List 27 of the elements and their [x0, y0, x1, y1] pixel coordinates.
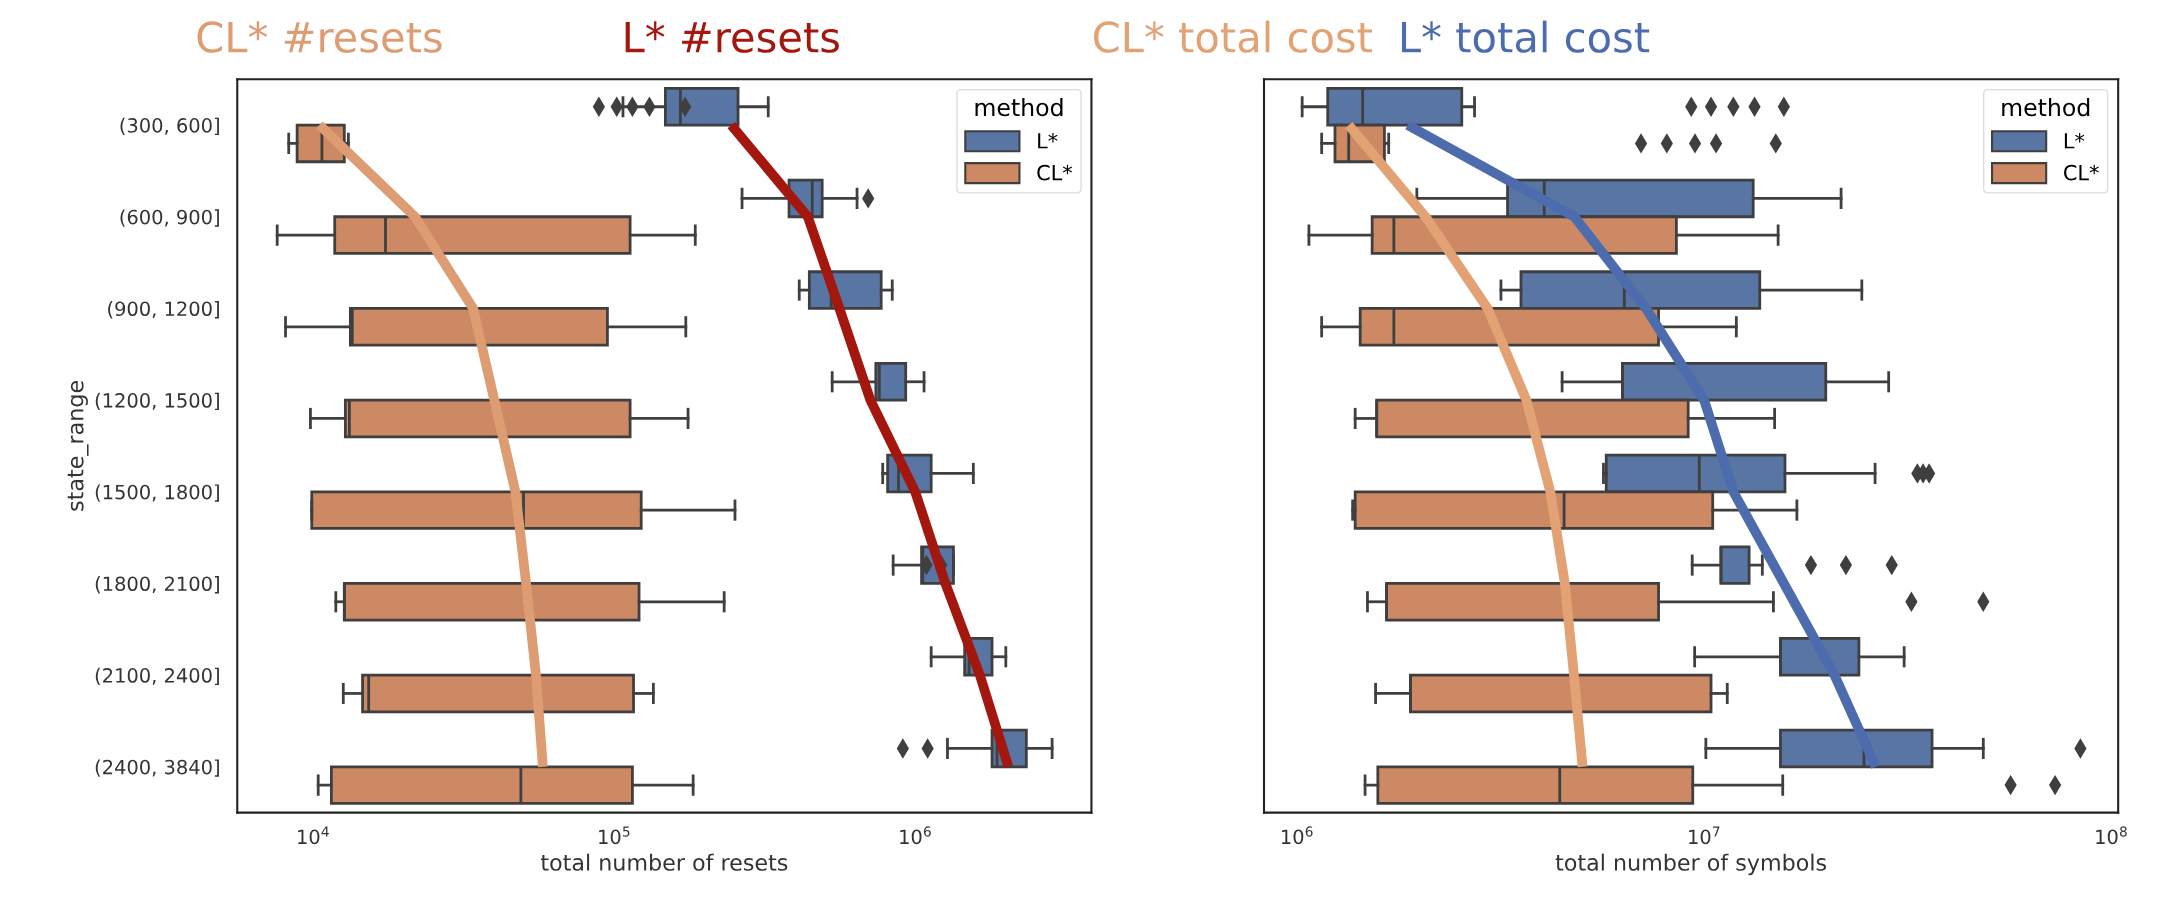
x-axis-title: total number of symbols [1555, 853, 1826, 876]
y-axis-title: state_range [67, 381, 89, 511]
y-tick-label: (1800, 2100] [95, 576, 219, 594]
legend-label: CL* [1037, 164, 1073, 181]
x-tick-label: 10$^{6}$ [1281, 826, 1313, 845]
x-tick-label: 10$^{4}$ [298, 826, 329, 845]
x-tick-label: 10$^{8}$ [2096, 826, 2127, 845]
y-tick-label: (300, 600] [120, 117, 219, 136]
legend-label: L* [1038, 132, 1058, 149]
x-tick-label: 10$^{7}$ [1689, 826, 1720, 845]
y-tick-label: (1200, 1500] [95, 392, 219, 411]
x-axis-title: total number of resets [540, 853, 788, 871]
series-label: CL* total cost [1093, 20, 1372, 53]
text: L* #resets [625, 21, 839, 53]
series-label: L* total cost [1401, 20, 1650, 53]
y-tick-label: (2100, 2400] [95, 667, 219, 686]
legend-label: L* [2064, 132, 2085, 149]
y-tick-label: (2400, 3840] [95, 759, 219, 777]
x-tick-label: 10$^{5}$ [599, 826, 630, 845]
legend-title: method [975, 98, 1063, 117]
text: CL* #resets [197, 21, 442, 53]
y-tick-label: (1500, 1800] [95, 484, 219, 502]
x-tick-label: 10$^{6}$ [900, 826, 931, 845]
y-tick-label: (600, 900] [120, 209, 219, 227]
legend-label: CL* [2064, 164, 2099, 181]
legend-title: method [2002, 98, 2090, 117]
y-tick-label: (900, 1200] [108, 301, 219, 319]
